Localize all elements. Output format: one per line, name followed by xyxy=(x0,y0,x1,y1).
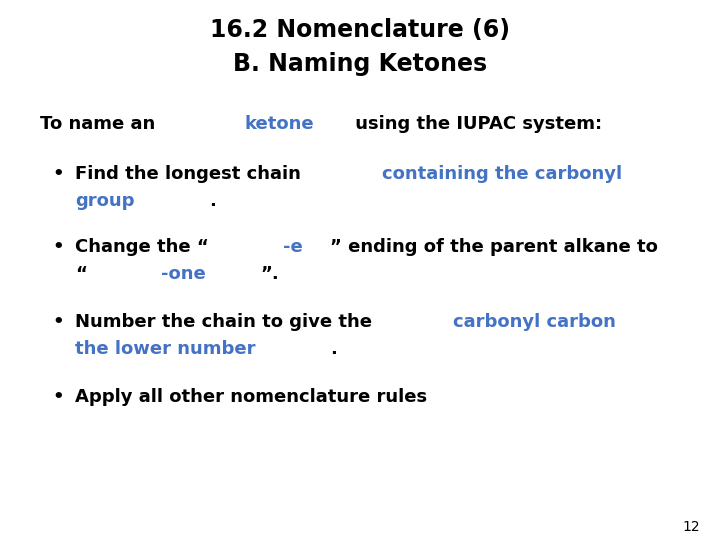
Text: using the IUPAC system:: using the IUPAC system: xyxy=(349,115,603,133)
Text: carbonyl carbon: carbonyl carbon xyxy=(453,313,616,331)
Text: .: . xyxy=(209,192,216,210)
Text: •: • xyxy=(52,388,64,406)
Text: .: . xyxy=(330,340,337,358)
Text: Change the “: Change the “ xyxy=(75,238,209,256)
Text: 16.2 Nomenclature (6): 16.2 Nomenclature (6) xyxy=(210,18,510,42)
Text: •: • xyxy=(52,165,64,183)
Text: B. Naming Ketones: B. Naming Ketones xyxy=(233,52,487,76)
Text: the lower number: the lower number xyxy=(75,340,256,358)
Text: Find the longest chain: Find the longest chain xyxy=(75,165,307,183)
Text: ketone: ketone xyxy=(244,115,314,133)
Text: •: • xyxy=(52,313,64,331)
Text: Number the chain to give the: Number the chain to give the xyxy=(75,313,378,331)
Text: containing the carbonyl: containing the carbonyl xyxy=(382,165,622,183)
Text: ”.: ”. xyxy=(261,265,279,283)
Text: -one: -one xyxy=(161,265,206,283)
Text: ” ending of the parent alkane to: ” ending of the parent alkane to xyxy=(330,238,657,256)
Text: “: “ xyxy=(75,265,87,283)
Text: •: • xyxy=(52,238,64,256)
Text: -e: -e xyxy=(283,238,303,256)
Text: group: group xyxy=(75,192,135,210)
Text: 12: 12 xyxy=(683,520,700,534)
Text: To name an: To name an xyxy=(40,115,161,133)
Text: Apply all other nomenclature rules: Apply all other nomenclature rules xyxy=(75,388,427,406)
